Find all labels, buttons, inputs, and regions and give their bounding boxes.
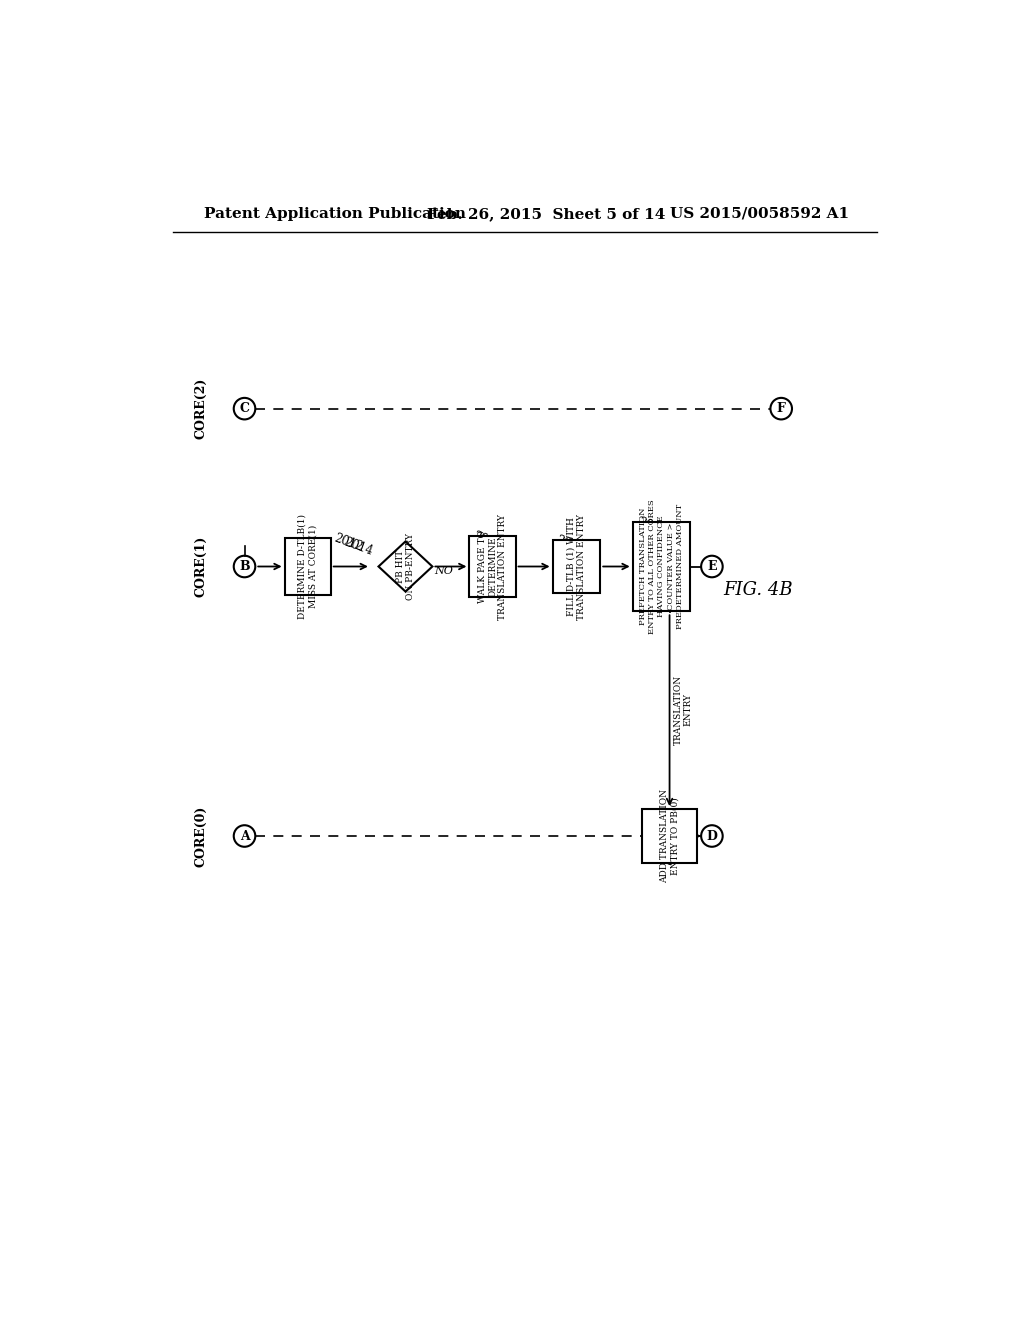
Bar	[642, 809, 697, 863]
Bar	[553, 540, 600, 594]
Text: CORE(2): CORE(2)	[195, 378, 208, 440]
Bar	[633, 523, 690, 611]
Text: CORE(1): CORE(1)	[195, 536, 208, 597]
Text: 2012: 2012	[333, 532, 365, 554]
Text: PREFETCH TRANSLATION
ENTRY TO ALL OTHER CORES
HAVING CONFIDENCE
COUNTER VALUE >
: PREFETCH TRANSLATION ENTRY TO ALL OTHER …	[639, 499, 684, 634]
Text: 2018: 2018	[554, 533, 587, 556]
Text: 2014: 2014	[342, 536, 375, 558]
Text: PB HIT
ON PB-ENTRY: PB HIT ON PB-ENTRY	[395, 533, 415, 601]
Text: 2020: 2020	[637, 516, 669, 539]
Text: FIG. 4B: FIG. 4B	[724, 581, 793, 598]
Text: NO: NO	[435, 566, 454, 576]
Text: 2016: 2016	[471, 529, 504, 552]
Text: US 2015/0058592 A1: US 2015/0058592 A1	[670, 207, 849, 220]
Text: DETERMINE D-TLB(1)
MISS AT CORE(1): DETERMINE D-TLB(1) MISS AT CORE(1)	[298, 513, 317, 619]
Text: Feb. 26, 2015  Sheet 5 of 14: Feb. 26, 2015 Sheet 5 of 14	[427, 207, 666, 220]
Text: TRANSLATION
ENTRY: TRANSLATION ENTRY	[674, 675, 693, 744]
Bar	[285, 537, 331, 595]
Text: C: C	[240, 403, 250, 416]
Text: F: F	[777, 403, 785, 416]
Text: B: B	[240, 560, 250, 573]
Text: WALK PAGE TO
DETERMINE
TRANSLATION ENTRY: WALK PAGE TO DETERMINE TRANSLATION ENTRY	[477, 513, 507, 619]
Bar	[469, 536, 515, 598]
Text: E: E	[708, 560, 717, 573]
Text: CORE(0): CORE(0)	[195, 805, 208, 867]
Text: A: A	[240, 829, 250, 842]
Text: 2022: 2022	[643, 846, 676, 869]
Text: D: D	[707, 829, 718, 842]
Text: FILL D-TLB (1) WITH
TRANSLATION ENTRY: FILL D-TLB (1) WITH TRANSLATION ENTRY	[566, 513, 586, 619]
Text: Patent Application Publication: Patent Application Publication	[204, 207, 466, 220]
Text: ADD TRANSLATION
ENTRY TO PB(0): ADD TRANSLATION ENTRY TO PB(0)	[659, 789, 679, 883]
